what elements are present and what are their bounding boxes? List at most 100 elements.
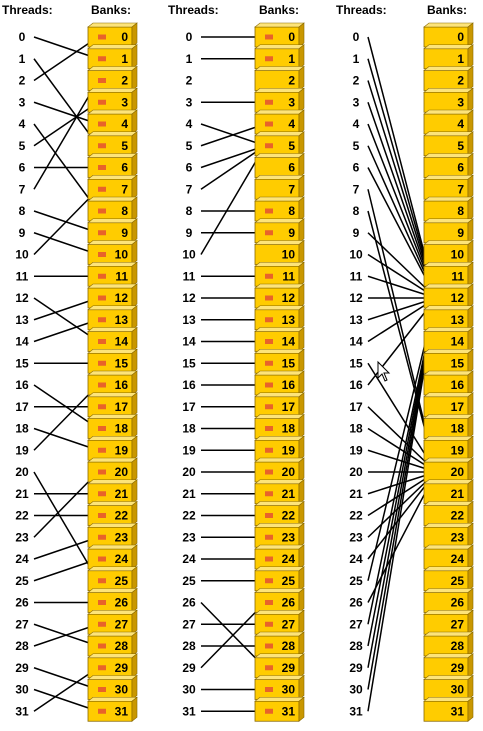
bank-label: 2 [457,74,464,88]
bank-label: 28 [282,639,296,653]
bank-label: 26 [451,596,465,610]
thread-label: 28 [349,639,363,653]
access-marker [265,99,273,105]
thread-label: 6 [186,161,193,175]
bank-label: 3 [288,95,295,109]
bank-cell: 20 [87,457,138,483]
bank-label: 6 [288,161,295,175]
bank-label: 28 [451,639,465,653]
panel-3-threads: 0123456789101112131415161718192021222324… [349,30,363,718]
thread-to-bank-arrow [200,144,266,255]
access-marker [265,360,273,366]
access-marker [265,643,273,649]
panel-2-threads: 0123456789101112131415161718192021222324… [182,30,196,718]
access-marker [98,687,106,692]
access-marker [98,78,106,83]
thread-label: 1 [353,52,360,66]
bank-label: 20 [115,465,129,479]
bank-cell: 4 [87,109,138,135]
bank-cell: 3 [87,87,138,113]
thread-label: 21 [15,487,29,501]
thread-label: 24 [349,552,363,566]
bank-label: 4 [288,117,295,131]
bank-label: 1 [288,52,295,66]
access-marker [265,382,273,388]
bank-label: 9 [121,226,128,240]
bank-cell: 31 [254,696,305,722]
access-marker [98,600,106,605]
panel-2: Threads: Banks: 012345678910111213141516… [168,3,305,722]
bank-label: 21 [451,487,465,501]
bank-cell: 26 [87,587,138,614]
access-marker [265,447,273,453]
bank-label: 17 [451,400,465,414]
bank-label: 25 [451,574,465,588]
bank-cell: 13 [254,305,305,331]
thread-label: 25 [349,574,363,588]
access-marker [98,708,106,714]
bank-cell: 3 [423,87,474,113]
bank-label: 19 [451,443,465,457]
thread-to-bank-arrow [33,232,99,256]
bank-cell: 13 [87,305,138,331]
thread-label: 3 [353,95,360,109]
thread-label: 0 [353,30,360,44]
bank-label: 31 [115,704,129,718]
thread-label: 23 [15,530,29,544]
bank-cell: 28 [423,631,474,657]
thread-to-bank-arrow [33,79,99,190]
thread-label: 1 [19,52,26,66]
bank-cell: 8 [423,196,474,222]
access-marker [98,469,106,475]
cursor-icon [377,360,391,382]
thread-label: 7 [353,182,360,196]
thread-to-bank-arrow [33,296,99,321]
bank-cell: 2 [423,65,474,92]
access-marker [98,252,106,257]
bank-cell: 14 [87,326,138,353]
bank-cell: 8 [87,196,138,222]
bank-cell: 14 [254,326,305,353]
bank-cell: 17 [87,392,138,418]
bank-label: 12 [282,291,296,305]
thread-label: 18 [15,422,29,436]
bank-label: 29 [451,661,465,675]
thread-label: 21 [349,487,363,501]
bank-label: 4 [121,117,128,131]
access-marker [98,447,106,453]
thread-label: 30 [15,683,29,697]
bank-label: 0 [457,30,464,44]
bank-cell: 30 [254,674,305,701]
bank-cell: 29 [87,653,138,679]
bank-label: 7 [288,182,295,196]
panel-3-banks: 0123456789101112131415161718192021222324… [423,22,474,722]
thread-label: 20 [182,465,196,479]
bank-label: 2 [121,74,128,88]
bank-cell: 15 [254,348,305,374]
thread-label: 4 [19,117,26,131]
thread-label: 26 [15,596,29,610]
bank-cell: 25 [254,566,305,592]
bank-label: 10 [115,248,129,262]
thread-to-bank-arrow [33,688,99,713]
access-marker [98,165,106,170]
bank-cell: 29 [254,653,305,679]
bank-label: 26 [282,596,296,610]
bank-label: 13 [115,313,129,327]
thread-to-bank-arrow [33,318,99,343]
thread-label: 3 [19,95,26,109]
thread-label: 5 [19,139,26,153]
bank-label: 19 [282,443,296,457]
thread-to-bank-arrow [33,384,99,451]
bank-cell: 4 [254,109,305,135]
thread-label: 15 [15,356,29,370]
thread-to-bank-arrow [200,601,266,669]
bank-label: 10 [282,248,296,262]
banks-header: Banks: [259,3,299,17]
access-marker [265,665,273,671]
thread-to-bank-arrow [33,667,99,712]
access-marker [98,426,106,431]
access-marker [265,578,273,584]
thread-label: 16 [15,378,29,392]
bank-cell: 19 [87,435,138,461]
